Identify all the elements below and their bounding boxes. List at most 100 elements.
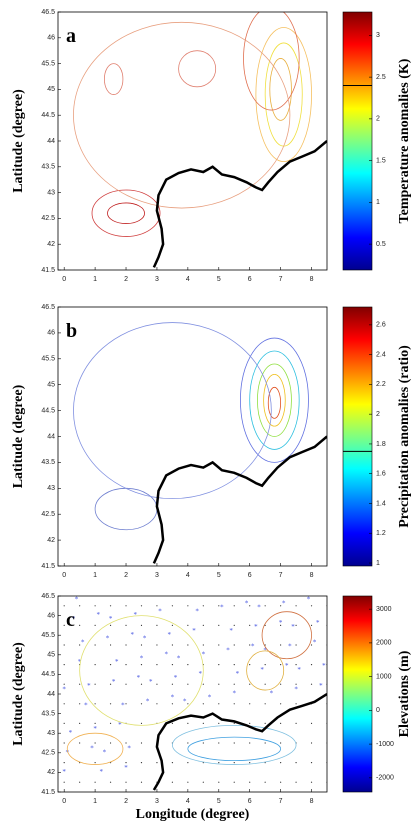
grid-point xyxy=(109,605,112,607)
station: * xyxy=(146,697,150,705)
y-tick-label: 43 xyxy=(47,730,55,737)
grid-point xyxy=(140,781,143,783)
grid-point xyxy=(79,683,81,685)
y-tick-label: 43.5 xyxy=(41,459,55,466)
grid-point xyxy=(218,644,220,646)
grid-point xyxy=(125,742,127,744)
x-tick-label: 4 xyxy=(186,276,190,283)
plot-area: * * * * * * * * * * * * * * * * * * * * * * * * * * * * * * * * * * * * * * * *… xyxy=(62,596,327,791)
x-tick-label: 4 xyxy=(186,572,190,579)
grid-point xyxy=(264,722,266,725)
grid-point xyxy=(264,703,266,705)
grid-point xyxy=(233,644,235,646)
colorbar-tick-label: 2.2 xyxy=(376,381,386,388)
grid-point xyxy=(109,703,112,705)
colorbar-tick-label: 2.5 xyxy=(376,74,386,81)
grid-point xyxy=(109,644,112,646)
y-tick-label: 44 xyxy=(47,691,55,698)
grid-point xyxy=(187,781,189,783)
x-tick-label: 2 xyxy=(124,798,128,805)
grid-point xyxy=(171,781,174,783)
grid-point xyxy=(280,605,282,607)
grid-point xyxy=(280,722,282,725)
station: * xyxy=(220,603,224,611)
grid-point xyxy=(233,762,235,764)
grid-point xyxy=(109,742,112,744)
colorbar-tick-label: 2000 xyxy=(376,640,392,647)
station: * xyxy=(251,643,255,651)
coastline xyxy=(152,692,327,791)
colorbar-tick-label: 0.5 xyxy=(376,241,386,248)
grid-point xyxy=(249,703,251,705)
grid-point xyxy=(280,762,282,764)
grid-point xyxy=(63,683,65,685)
grid-point xyxy=(310,664,313,666)
contour-line xyxy=(263,373,286,427)
panel-label: a xyxy=(66,25,76,47)
station: * xyxy=(72,615,76,623)
station: * xyxy=(134,611,138,619)
station: * xyxy=(158,607,162,615)
station: * xyxy=(294,686,298,694)
grid-point xyxy=(233,742,235,744)
station: * xyxy=(143,635,147,643)
grid-point xyxy=(218,605,220,607)
x-tick-label: 0 xyxy=(62,276,66,283)
grid-point xyxy=(125,683,127,685)
grid-point xyxy=(171,644,174,646)
y-tick-label: 42.5 xyxy=(41,215,55,222)
y-axis-title: Latitude (degree) xyxy=(11,89,26,193)
y-tick-label: 46 xyxy=(47,35,55,42)
colorbar xyxy=(342,11,373,271)
grid-point xyxy=(94,605,96,607)
y-tick-label: 43 xyxy=(47,189,55,196)
grid-point xyxy=(79,722,81,725)
contour-line xyxy=(73,322,272,500)
station: * xyxy=(279,619,283,627)
station: * xyxy=(90,744,94,752)
x-tick-label: 5 xyxy=(217,276,221,283)
grid-point xyxy=(280,624,282,627)
grid-point xyxy=(202,644,204,646)
y-tick-label: 46 xyxy=(47,612,55,619)
grid-point xyxy=(249,742,251,744)
grid-point xyxy=(295,683,297,685)
grid-point xyxy=(171,605,174,607)
grid-point xyxy=(280,742,282,744)
grid-point xyxy=(202,722,204,725)
station: * xyxy=(149,678,153,686)
station: * xyxy=(183,697,187,705)
coastline xyxy=(152,435,327,564)
grid-point xyxy=(218,664,220,666)
x-tick-label: 8 xyxy=(310,276,314,283)
station: * xyxy=(93,725,97,733)
y-tick-label: 41.5 xyxy=(41,563,55,570)
station: * xyxy=(109,615,113,623)
grid-point xyxy=(233,664,235,666)
colorbar-tick-label: 3000 xyxy=(376,606,392,613)
grid-point xyxy=(249,605,251,607)
contour-line xyxy=(261,611,312,660)
x-tick-label: 2 xyxy=(124,572,128,579)
y-tick-label: 42.5 xyxy=(41,750,55,757)
station: * xyxy=(62,768,66,776)
station: * xyxy=(177,654,181,662)
station: * xyxy=(202,650,206,658)
station: * xyxy=(75,596,79,604)
grid-point xyxy=(156,762,158,764)
y-tick-label: 42.5 xyxy=(41,511,55,518)
grid-point xyxy=(79,703,81,705)
x-tick-label: 3 xyxy=(155,572,159,579)
grid-point xyxy=(202,703,204,705)
grid-point xyxy=(249,781,251,783)
station: * xyxy=(84,701,88,709)
grid-point xyxy=(171,703,174,705)
grid-point xyxy=(109,664,112,666)
x-tick-label: 8 xyxy=(310,798,314,805)
grid-point xyxy=(156,664,158,666)
grid-point xyxy=(109,683,112,685)
grid-point xyxy=(79,781,81,783)
grid-point xyxy=(264,742,266,744)
grid-point xyxy=(280,781,282,783)
grid-point xyxy=(63,605,65,607)
